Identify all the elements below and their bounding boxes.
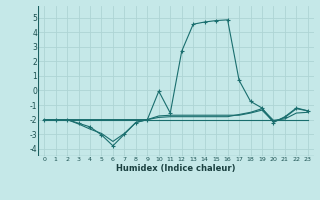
X-axis label: Humidex (Indice chaleur): Humidex (Indice chaleur) bbox=[116, 164, 236, 173]
